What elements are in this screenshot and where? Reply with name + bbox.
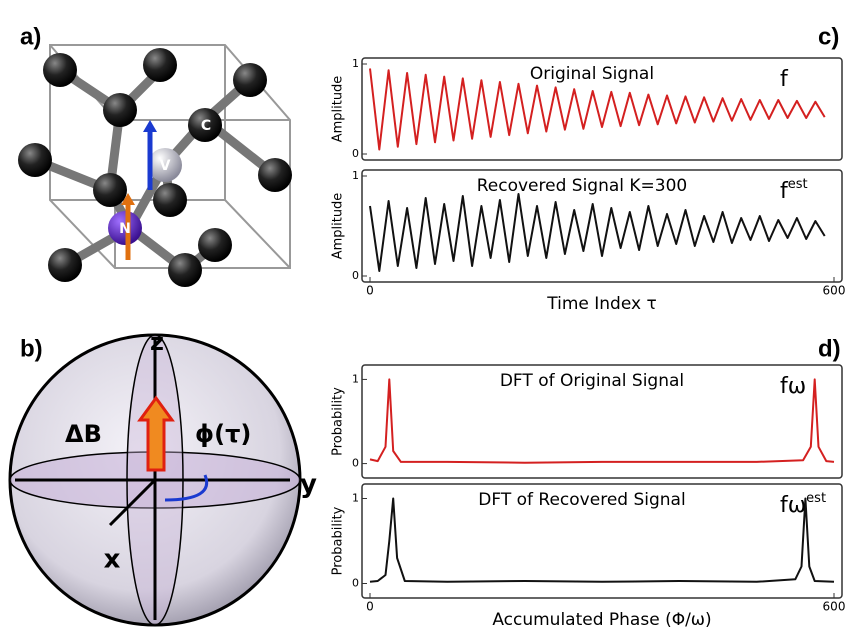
series-name-main: fω bbox=[780, 493, 806, 518]
series-name: fω bbox=[780, 374, 806, 399]
x-tick-label: 600 bbox=[823, 284, 846, 298]
panel-label: b) bbox=[20, 335, 43, 362]
axis-label: z bbox=[150, 328, 164, 356]
y-axis-label: Amplitude bbox=[331, 193, 346, 260]
y-tick-label: 1 bbox=[352, 169, 359, 182]
annotation: Recovered Signal K=300 bbox=[477, 176, 688, 196]
axis-label: x bbox=[104, 545, 121, 575]
series-name-sup: est bbox=[806, 491, 826, 506]
y-tick-label: 0 bbox=[352, 269, 359, 282]
y-tick-label: 1 bbox=[352, 492, 359, 505]
y-tick-label: 0 bbox=[352, 577, 359, 590]
annotation: DFT of Recovered Signal bbox=[478, 490, 685, 510]
atom-label: N bbox=[119, 221, 131, 237]
series-name: f bbox=[780, 67, 789, 92]
series-name-sup: est bbox=[788, 177, 808, 192]
panel-label: d) bbox=[818, 335, 841, 362]
label: ΔB bbox=[65, 420, 102, 448]
y-axis-label: Probability bbox=[331, 506, 346, 575]
y-tick-label: 0 bbox=[352, 147, 359, 160]
y-tick-label: 1 bbox=[352, 372, 359, 385]
series-name-main: f bbox=[780, 67, 789, 92]
x-tick-label: 0 bbox=[366, 600, 374, 614]
y-tick-label: 0 bbox=[352, 457, 359, 470]
panel-label: a) bbox=[20, 23, 41, 50]
x-tick-label: 600 bbox=[823, 600, 846, 614]
label: ϕ(τ) bbox=[195, 420, 251, 448]
series-name-main: fω bbox=[780, 374, 806, 399]
axis-label: y bbox=[300, 470, 317, 500]
y-tick-label: 1 bbox=[352, 57, 359, 70]
atom-label: C bbox=[201, 118, 211, 134]
x-axis-label: Accumulated Phase (Φ/ω) bbox=[492, 610, 711, 630]
y-axis-label: Probability bbox=[331, 387, 346, 456]
annotation: DFT of Original Signal bbox=[500, 371, 684, 391]
annotation: Original Signal bbox=[530, 64, 654, 84]
y-axis-label: Amplitude bbox=[331, 76, 346, 143]
figure: a) b) c) d) C V N z ΔB ϕ(τ) y x bbox=[0, 0, 847, 639]
panel-label: c) bbox=[818, 23, 839, 50]
x-tick-label: 0 bbox=[366, 284, 374, 298]
bloch-sphere bbox=[10, 335, 300, 625]
atom-label: V bbox=[160, 158, 171, 174]
x-axis-label: Time Index τ bbox=[546, 294, 656, 314]
